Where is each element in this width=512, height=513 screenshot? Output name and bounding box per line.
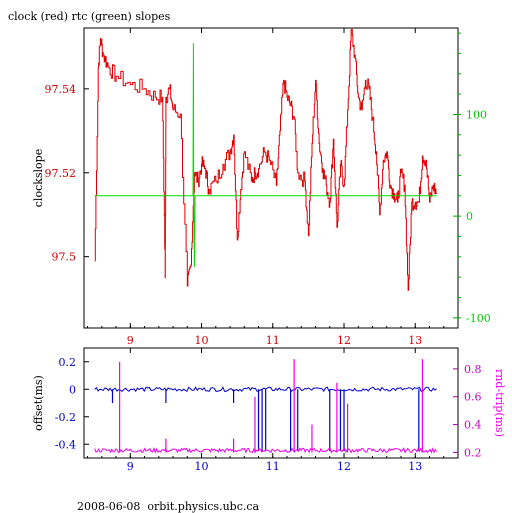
- bottom-y2-tick-label: 0.8: [464, 363, 482, 376]
- clock-slope-series: [94, 28, 438, 291]
- top-x-tick-label: 12: [337, 334, 351, 347]
- bottom-y-axis-label: offset(ms): [32, 375, 45, 431]
- top-y-tick-label: 97.52: [45, 167, 77, 180]
- bottom-x-tick-label: 12: [337, 460, 351, 473]
- bottom-y-tick-label: 0: [69, 383, 76, 396]
- bottom-plot-frame: [83, 347, 459, 459]
- top-y2-tick-label: 0: [466, 210, 473, 223]
- bottom-x-tick-label: 10: [195, 460, 209, 473]
- top-y2-tick-label: 100: [466, 108, 487, 121]
- bottom-x-tick-label: 11: [266, 460, 280, 473]
- round-trip-series: [94, 446, 438, 454]
- top-y-tick-label: 97.54: [45, 83, 77, 96]
- top-y2-tick-label: -100: [466, 312, 491, 325]
- bottom-x-tick-label: 13: [408, 460, 422, 473]
- bottom-y-tick-label: 0.2: [59, 356, 77, 369]
- offset-series: [94, 386, 437, 393]
- top-x-tick-label: 9: [127, 334, 134, 347]
- top-plot-frame: [83, 27, 459, 329]
- top-y-axis-label: clockslope: [32, 149, 45, 207]
- title: clock (red) rtc (green) slopes: [8, 10, 171, 23]
- top-x-tick-label: 10: [195, 334, 209, 347]
- footer: 2008-06-08 orbit.physics.ubc.ca: [77, 500, 260, 513]
- bottom-y-tick-label: -0.4: [55, 438, 76, 451]
- bottom-x-tick-label: 9: [127, 460, 134, 473]
- bottom-y2-tick-label: 0.4: [464, 419, 482, 432]
- bottom-y2-tick-label: 0.2: [464, 446, 482, 459]
- bottom-y2-axis-label: rnd-trip(ms): [493, 369, 506, 437]
- bottom-y2-tick-label: 0.6: [464, 391, 482, 404]
- rtc-slope-series: [94, 43, 437, 268]
- bottom-y-tick-label: -0.2: [55, 411, 76, 424]
- top-x-tick-label: 11: [266, 334, 280, 347]
- top-y-tick-label: 97.5: [52, 251, 77, 264]
- top-x-tick-label: 13: [408, 334, 422, 347]
